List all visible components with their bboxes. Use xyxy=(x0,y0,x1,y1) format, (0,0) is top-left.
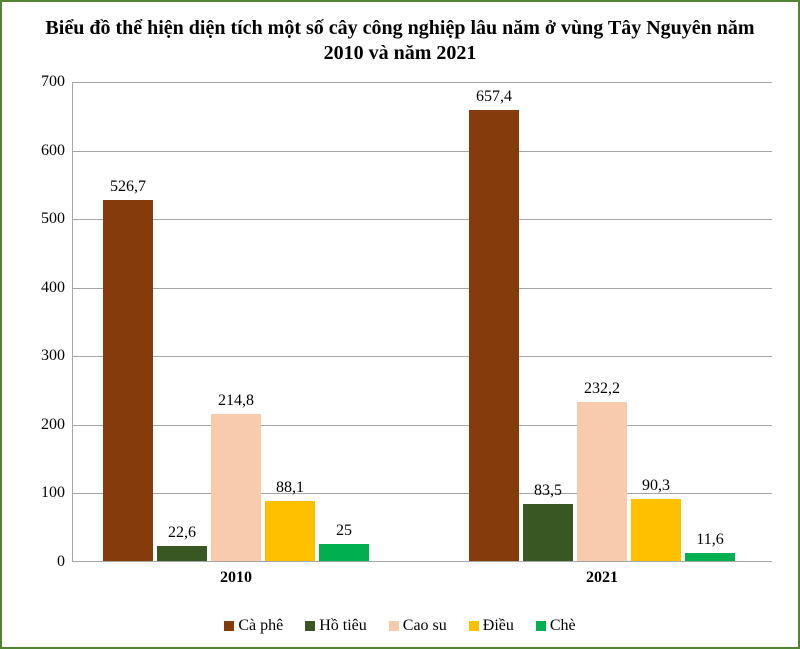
plot-area: 0100200300400500600700526,722,6214,888,1… xyxy=(72,82,772,562)
y-tick-label: 500 xyxy=(41,210,73,228)
gridline xyxy=(73,82,772,83)
x-group-label: 2010 xyxy=(220,561,252,587)
chart-container: Biểu đồ thể hiện diện tích một số cây cô… xyxy=(0,0,800,649)
bar-value-label: 25 xyxy=(336,522,352,544)
gridline xyxy=(73,151,772,152)
bar: 214,8 xyxy=(211,414,261,561)
bar-value-label: 232,2 xyxy=(584,380,620,402)
bar-value-label: 214,8 xyxy=(218,392,254,414)
x-group-label: 2021 xyxy=(586,561,618,587)
y-tick-label: 100 xyxy=(41,484,73,502)
legend-label: Hồ tiêu xyxy=(319,617,367,635)
bar-value-label: 83,5 xyxy=(534,482,562,504)
y-tick-label: 600 xyxy=(41,142,73,160)
bar-value-label: 657,4 xyxy=(476,88,512,110)
legend-label: Điều xyxy=(483,617,514,635)
legend-item: Điều xyxy=(469,617,514,635)
y-tick-label: 200 xyxy=(41,416,73,434)
bar: 657,4 xyxy=(469,110,519,561)
bar: 11,6 xyxy=(685,553,735,561)
chart-title: Biểu đồ thể hiện diện tích một số cây cô… xyxy=(2,2,798,66)
bar-value-label: 526,7 xyxy=(110,178,146,200)
bar: 22,6 xyxy=(157,546,207,561)
legend-item: Hồ tiêu xyxy=(305,617,367,635)
legend-label: Cà phê xyxy=(238,617,283,635)
gridline xyxy=(73,356,772,357)
y-tick-label: 400 xyxy=(41,279,73,297)
legend-label: Cao su xyxy=(403,617,447,635)
bar-value-label: 11,6 xyxy=(696,531,723,553)
legend-label: Chè xyxy=(550,617,576,635)
gridline xyxy=(73,219,772,220)
bar: 232,2 xyxy=(577,402,627,561)
legend: Cà phê Hồ tiêu Cao su Điều Chè xyxy=(2,617,798,635)
legend-swatch-dieu xyxy=(469,621,479,631)
legend-swatch-ca-phe xyxy=(224,621,234,631)
gridline xyxy=(73,425,772,426)
legend-item: Cà phê xyxy=(224,617,283,635)
legend-swatch-ho-tieu xyxy=(305,621,315,631)
bar: 88,1 xyxy=(265,501,315,561)
bar-value-label: 88,1 xyxy=(276,479,304,501)
bar: 526,7 xyxy=(103,200,153,561)
legend-swatch-cao-su xyxy=(389,621,399,631)
bar: 90,3 xyxy=(631,499,681,561)
bar-value-label: 22,6 xyxy=(168,524,196,546)
legend-swatch-che xyxy=(536,621,546,631)
legend-item: Chè xyxy=(536,617,576,635)
y-tick-label: 300 xyxy=(41,347,73,365)
bar: 25 xyxy=(319,544,369,561)
legend-item: Cao su xyxy=(389,617,447,635)
bar: 83,5 xyxy=(523,504,573,561)
gridline xyxy=(73,288,772,289)
y-tick-label: 0 xyxy=(57,553,73,571)
y-tick-label: 700 xyxy=(41,73,73,91)
bar-value-label: 90,3 xyxy=(642,477,670,499)
